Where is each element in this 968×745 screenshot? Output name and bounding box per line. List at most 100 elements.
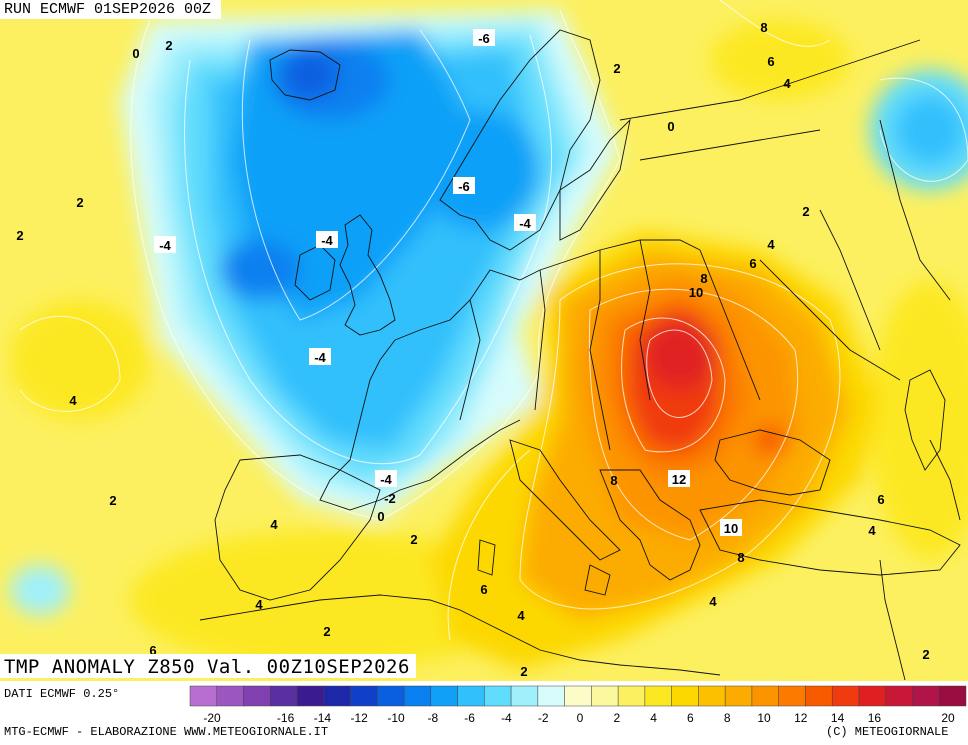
legend-tick-label: 0 (577, 711, 584, 725)
contour-label: 6 (480, 582, 487, 597)
color-swatch (617, 685, 646, 707)
color-swatch (350, 685, 378, 707)
color-swatch (403, 685, 432, 707)
legend-tick-label: -8 (427, 711, 438, 725)
color-swatch (724, 685, 753, 707)
contour-label-text: 8 (737, 550, 744, 565)
color-swatch (805, 685, 833, 707)
legend-tick-label: -14 (314, 711, 332, 725)
contour-label-text: 2 (323, 624, 330, 639)
contour-label-text: 2 (109, 493, 116, 508)
color-swatch (858, 685, 886, 707)
legend-tick-label: -20 (203, 711, 221, 725)
color-swatch (377, 685, 405, 707)
legend-tick-label: -4 (501, 711, 512, 725)
legend-tick-label: 16 (868, 711, 882, 725)
contour-label-text: 4 (517, 608, 525, 623)
contour-label-text: 12 (672, 472, 686, 487)
credit-right: (C) METEOGIORNALE (826, 725, 949, 739)
contour-label: -4 (375, 470, 397, 487)
contour-label: 4 (868, 523, 876, 538)
color-swatch (885, 685, 913, 707)
color-swatch (831, 685, 860, 707)
contour-label: 2 (410, 532, 417, 547)
contour-label: 0 (377, 509, 384, 524)
contour-label-text: 4 (767, 237, 775, 252)
contour-label: 4 (270, 517, 278, 532)
contour-label: 6 (767, 54, 774, 69)
contour-label: 2 (520, 664, 527, 679)
map-title: TMP ANOMALY Z850 Val. 00Z10SEP2026 (0, 654, 416, 678)
contour-label-text: 4 (270, 517, 278, 532)
data-source-label: DATI ECMWF 0.25° (4, 687, 120, 701)
color-swatch (296, 685, 325, 707)
contour-label-text: 4 (255, 597, 263, 612)
contour-label: 10 (689, 285, 703, 300)
legend-tick-label: 10 (757, 711, 771, 725)
contour-label-text: 2 (922, 647, 929, 662)
contour-label: 4 (767, 237, 775, 252)
coastlines (199, 29, 961, 681)
contour-label: 6 (877, 492, 884, 507)
contour-label: -2 (384, 491, 396, 506)
contour-label: 4 (783, 76, 791, 91)
color-legend-panel: DATI ECMWF 0.25° -20 -16 -14 -12 -10 -8 -6 -4 -2… (0, 681, 968, 745)
color-scale-bar: -20 -16 -14 -12 -10 -8 -6 -4 -2 0 2 4 6 8 10 12 14 16 20 (189, 685, 967, 725)
contour-label-text: 10 (724, 521, 738, 536)
anomaly-field-shading (10, 10, 968, 670)
contour-label: 4 (69, 393, 77, 408)
contour-label: 2 (802, 204, 809, 219)
contour-label: 4 (255, 597, 263, 612)
color-swatch (912, 685, 940, 707)
contour-label: 2 (613, 61, 620, 76)
contour-label: -4 (154, 236, 176, 253)
contour-label-text: 2 (165, 38, 172, 53)
contour-label: 6 (149, 643, 156, 658)
legend-tick-label: -6 (464, 711, 475, 725)
contour-label-text: 8 (610, 473, 617, 488)
color-swatch (644, 685, 672, 707)
color-swatch (189, 685, 218, 707)
credit-left: MTG-ECMWF - ELABORAZIONE WWW.METEOGIORNA… (4, 725, 329, 739)
contour-label: 0 (667, 119, 674, 134)
contour-label: 12 (668, 470, 690, 487)
contour-label: 2 (922, 647, 929, 662)
legend-tick-label: 8 (724, 711, 731, 725)
color-swatch (216, 685, 244, 707)
contour-label: 8 (700, 271, 707, 286)
contour-label-text: -4 (380, 472, 392, 487)
contour-label-text: -4 (321, 233, 333, 248)
contour-label-text: 2 (16, 228, 23, 243)
contour-label: 0 (132, 46, 139, 61)
contour-label-text: 6 (767, 54, 774, 69)
color-swatch (671, 685, 699, 707)
contour-label: -6 (453, 177, 475, 194)
color-swatch (938, 685, 967, 707)
isolines (19, 0, 968, 641)
contour-label: -4 (309, 348, 331, 365)
legend-tick-label: -16 (277, 711, 295, 725)
contour-label-text: 6 (149, 643, 156, 658)
contour-label-text: 2 (410, 532, 417, 547)
contour-label-text: 2 (802, 204, 809, 219)
contour-label-text: -6 (458, 179, 470, 194)
legend-tick-label: -12 (351, 711, 369, 725)
contour-label: 2 (16, 228, 23, 243)
contour-label-text: -2 (384, 491, 396, 506)
legend-tick-label: 12 (794, 711, 808, 725)
run-title: RUN ECMWF 01SEP2026 00Z (0, 0, 222, 19)
contour-label-text: 6 (480, 582, 487, 597)
contour-label: 4 (517, 608, 525, 623)
contour-label-text: 8 (700, 271, 707, 286)
color-swatch (778, 685, 806, 707)
color-swatch (751, 685, 779, 707)
contour-label-text: 4 (783, 76, 791, 91)
contour-label-text: 4 (69, 393, 77, 408)
color-swatch (243, 685, 271, 707)
contour-label-text: 2 (76, 195, 83, 210)
contour-label-text: 6 (877, 492, 884, 507)
color-swatch (430, 685, 458, 707)
